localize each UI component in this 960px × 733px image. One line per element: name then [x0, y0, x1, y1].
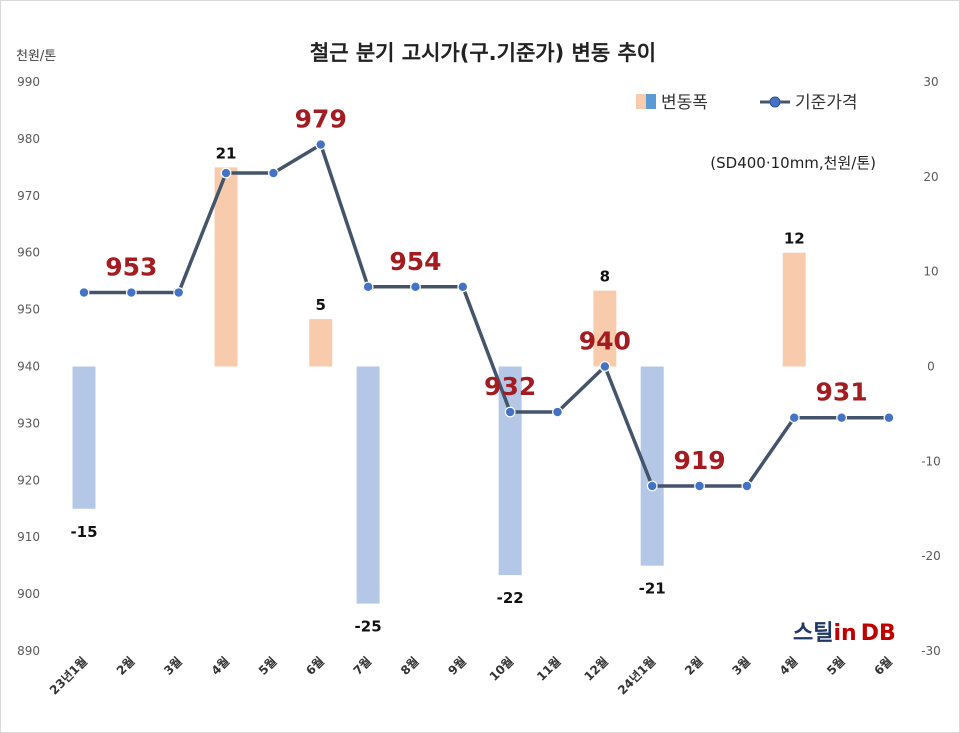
line-point — [788, 412, 800, 424]
bar-value-label: -22 — [497, 589, 524, 607]
line-point — [173, 287, 185, 298]
left-tick-label: 900 — [17, 587, 40, 601]
left-tick-label: 970 — [17, 189, 40, 203]
left-tick-label: 980 — [17, 132, 40, 146]
logo: 스틸in DB — [793, 621, 896, 646]
bar-value-label: -25 — [355, 618, 382, 636]
left-tick-label: 910 — [17, 530, 40, 544]
line-point — [646, 480, 658, 492]
line-point — [883, 412, 895, 424]
left-tick-label: 890 — [17, 644, 40, 658]
line-value-label: 931 — [816, 378, 868, 407]
line-value-label: 979 — [295, 105, 347, 134]
line-point — [599, 361, 611, 372]
bar-value-label: 12 — [784, 230, 805, 248]
chart-title: 철근 분기 고시가(구.기준가) 변동 추이 — [310, 41, 656, 65]
line-point — [836, 412, 847, 424]
bar — [640, 366, 664, 566]
left-tick-label: 930 — [17, 416, 40, 430]
legend-line-marker — [769, 96, 781, 108]
logo-part-a: 스틸 — [793, 621, 833, 646]
right-tick-label: 20 — [923, 170, 938, 184]
line-point — [78, 287, 90, 298]
bar — [782, 252, 806, 367]
left-axis: 890 900 910 920 930 940 950 960 970 980 990 — [17, 75, 40, 658]
legend-bar-label: 변동폭 — [661, 93, 708, 113]
legend-bar-swatch-neg — [646, 94, 656, 109]
left-tick-label: 920 — [17, 473, 40, 487]
bar — [72, 366, 96, 509]
line-point — [504, 406, 516, 418]
line-point — [268, 167, 279, 179]
line-point — [220, 167, 232, 179]
bar-value-label: 5 — [316, 296, 326, 314]
line-point — [410, 281, 421, 293]
left-tick-label: 960 — [17, 246, 40, 260]
bar-value-label: 8 — [600, 268, 610, 286]
left-axis-unit: 천원/톤 — [16, 49, 56, 64]
legend: 변동폭 기준가격 — [636, 93, 858, 113]
line-point — [362, 281, 374, 293]
bar — [498, 366, 522, 576]
left-tick-label: 940 — [17, 360, 40, 374]
right-tick-label: 10 — [923, 265, 938, 279]
series-line — [84, 142, 889, 488]
line-point — [457, 281, 469, 293]
legend-line-label: 기준가격 — [795, 93, 858, 113]
bar — [214, 167, 238, 367]
chart-note: (SD400·10mm,천원/톤) — [710, 154, 876, 172]
line-value-label: 953 — [105, 253, 157, 282]
logo-part-b: in — [833, 621, 856, 646]
right-tick-label: 30 — [923, 75, 938, 89]
bar — [593, 290, 617, 367]
right-tick-label: 0 — [927, 360, 935, 374]
right-axis: -30 -20 -10 0 10 20 30 — [921, 75, 941, 658]
line-value-label: 940 — [579, 327, 631, 356]
line-value-label: 954 — [389, 247, 441, 276]
data-labels: -15 21 5 -25 -22 8 -21 12 953 979 954 932 940 919 931 — [70, 105, 867, 636]
legend-bar-swatch-pos — [636, 94, 646, 109]
right-tick-label: -10 — [921, 454, 941, 468]
line-point — [552, 406, 563, 418]
logo-part-c: DB — [861, 621, 896, 646]
line-series — [78, 139, 895, 492]
line-point — [315, 139, 327, 150]
bar-value-label: -21 — [639, 580, 666, 598]
bar-value-label: -15 — [70, 523, 97, 541]
line-point — [694, 480, 705, 492]
left-tick-label: 950 — [17, 303, 40, 317]
right-tick-label: -20 — [921, 549, 941, 563]
bar-series — [72, 167, 806, 604]
bar — [309, 319, 333, 367]
bar — [356, 366, 380, 604]
line-point — [125, 287, 137, 298]
line-point — [741, 480, 753, 492]
line-value-label: 932 — [484, 372, 536, 401]
right-tick-label: -30 — [921, 644, 941, 658]
bar-value-label: 21 — [216, 144, 237, 162]
left-tick-label: 990 — [17, 75, 40, 89]
line-value-label: 919 — [673, 446, 725, 475]
